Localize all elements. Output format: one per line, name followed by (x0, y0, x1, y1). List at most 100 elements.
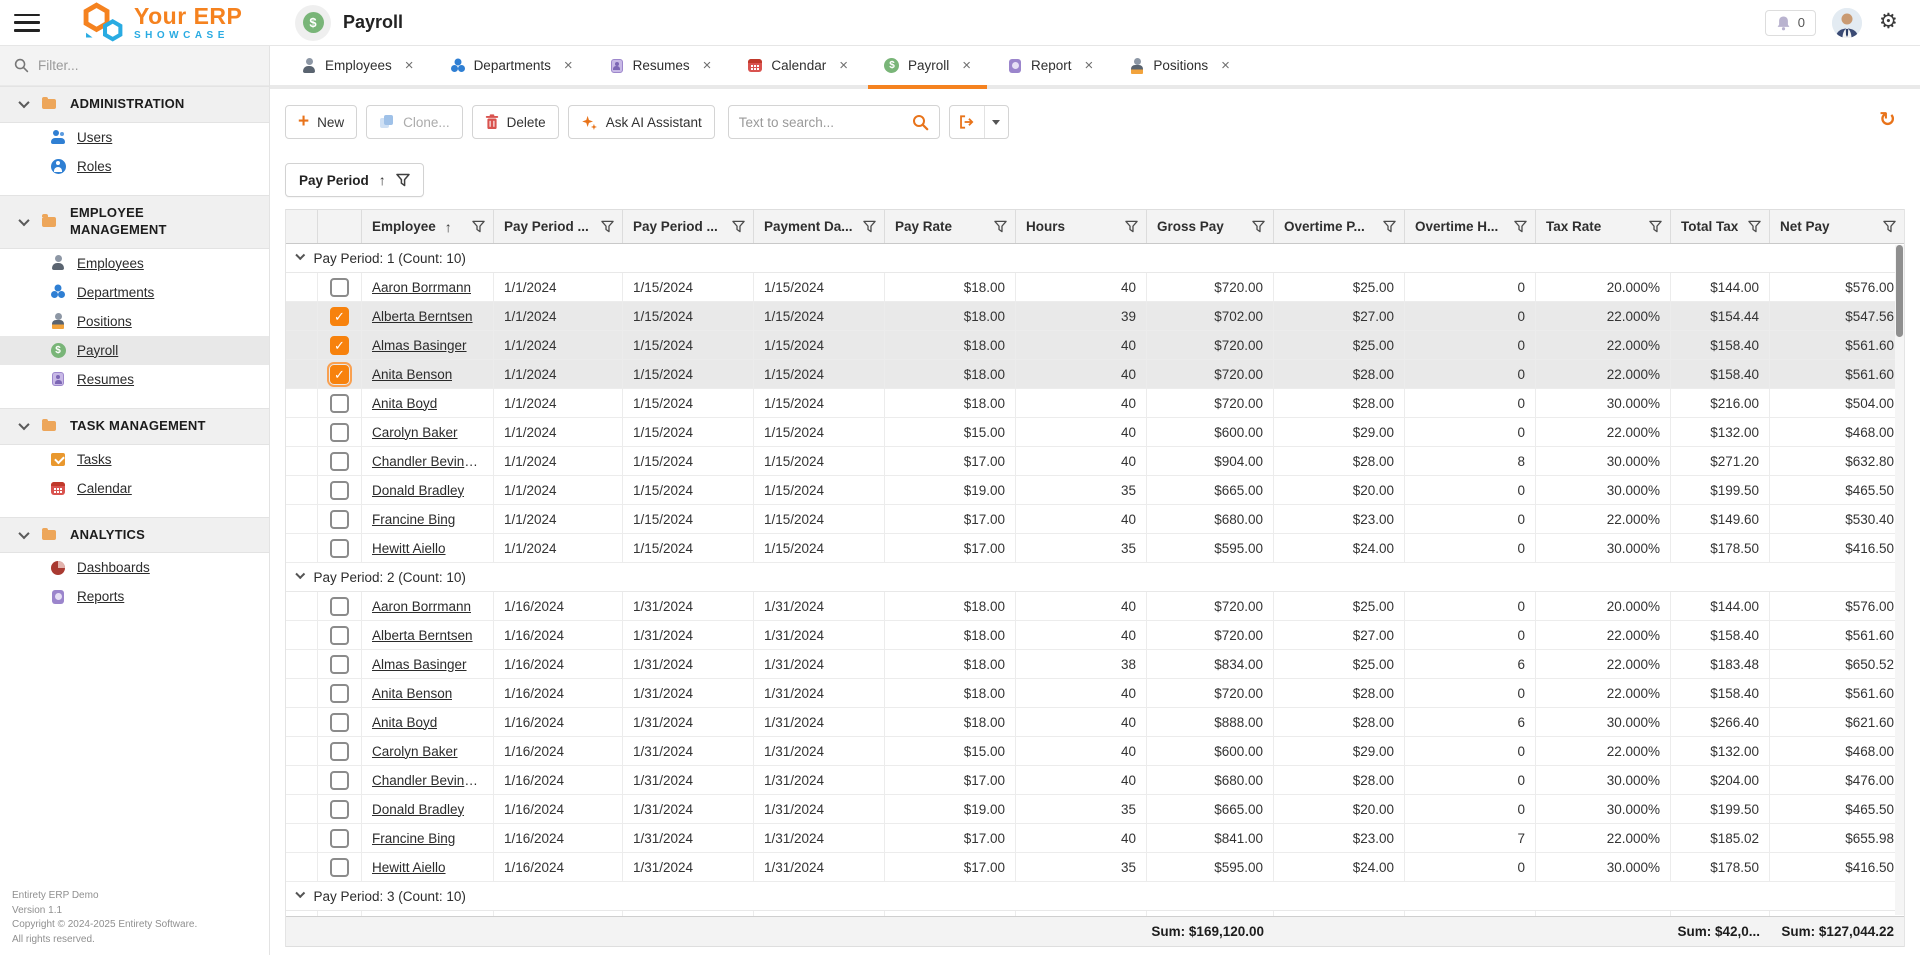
tab-close-icon[interactable] (703, 58, 712, 73)
table-row[interactable]: Francine Bing1/16/20241/31/20241/31/2024… (286, 824, 1904, 853)
filter-icon[interactable] (1514, 220, 1527, 233)
search-button[interactable] (903, 106, 939, 138)
employee-link[interactable]: Almas Basinger (372, 657, 467, 672)
column-header-net-pay[interactable]: Net Pay (1770, 210, 1904, 243)
row-checkbox[interactable] (330, 626, 349, 645)
gear-icon[interactable] (1878, 10, 1904, 36)
refresh-button[interactable] (1875, 107, 1905, 137)
table-row[interactable]: Almas Basinger1/1/20241/15/20241/15/2024… (286, 331, 1904, 360)
column-header-hours[interactable]: Hours (1016, 210, 1147, 243)
employee-link[interactable]: Anita Boyd (372, 396, 437, 411)
tab-employees[interactable]: Employees (285, 46, 430, 85)
sidebar-item-dashboards[interactable]: Dashboards (0, 553, 269, 582)
column-header-tax-rate[interactable]: Tax Rate (1536, 210, 1671, 243)
row-checkbox[interactable] (330, 336, 349, 355)
group-chip-pay-period[interactable]: Pay Period (285, 163, 424, 197)
user-avatar[interactable] (1832, 8, 1862, 38)
column-header-pay-rate[interactable]: Pay Rate (885, 210, 1016, 243)
row-checkbox[interactable] (330, 771, 349, 790)
column-header-pay-period[interactable]: Pay Period ... (494, 210, 623, 243)
row-checkbox[interactable] (330, 452, 349, 471)
table-row[interactable]: Hewitt Aiello1/16/20241/31/20241/31/2024… (286, 853, 1904, 882)
table-row[interactable]: Carolyn Baker1/1/20241/15/20241/15/2024$… (286, 418, 1904, 447)
sidebar-section-administration[interactable]: ADMINISTRATION (0, 86, 269, 123)
filter-icon[interactable] (1383, 220, 1396, 233)
row-checkbox[interactable] (330, 539, 349, 558)
table-row[interactable]: Donald Bradley1/16/20241/31/20241/31/202… (286, 795, 1904, 824)
filter-icon[interactable] (472, 220, 485, 233)
row-checkbox[interactable] (330, 655, 349, 674)
sidebar-section-task-management[interactable]: TASK MANAGEMENT (0, 408, 269, 445)
tab-close-icon[interactable] (839, 58, 848, 73)
tab-departments[interactable]: Departments (434, 46, 589, 85)
group-row-pay-period-1-count-10[interactable]: Pay Period: 1 (Count: 10) (286, 244, 1904, 273)
export-button[interactable] (950, 106, 984, 138)
employee-link[interactable]: Francine Bing (372, 831, 455, 846)
new-button[interactable]: New (285, 105, 357, 139)
filter-icon[interactable] (994, 220, 1007, 233)
filter-icon[interactable] (1649, 220, 1662, 233)
sidebar-item-tasks[interactable]: Tasks (0, 445, 269, 474)
employee-link[interactable]: Aaron Borrmann (372, 280, 471, 295)
ask-ai-assistant-button[interactable]: Ask AI Assistant (568, 105, 715, 139)
tab-positions[interactable]: Positions (1113, 46, 1246, 85)
table-row[interactable]: Alberta Berntsen1/1/20241/15/20241/15/20… (286, 302, 1904, 331)
row-checkbox[interactable] (330, 800, 349, 819)
sidebar-item-roles[interactable]: Roles (0, 152, 269, 181)
table-row[interactable]: Chandler Bevingt...1/16/20241/31/20241/3… (286, 766, 1904, 795)
scrollbar-thumb[interactable] (1896, 245, 1903, 337)
employee-link[interactable]: Chandler Bevingt... (372, 773, 483, 788)
filter-icon[interactable] (1252, 220, 1265, 233)
tab-report[interactable]: Report (991, 46, 1109, 85)
employee-link[interactable]: Carolyn Baker (372, 425, 458, 440)
column-header-payment-da[interactable]: Payment Da... (754, 210, 885, 243)
table-row[interactable]: Almas Basinger1/16/20241/31/20241/31/202… (286, 650, 1904, 679)
row-checkbox[interactable] (330, 307, 349, 326)
table-row[interactable]: Anita Benson1/1/20241/15/20241/15/2024$1… (286, 360, 1904, 389)
row-checkbox[interactable] (330, 394, 349, 413)
table-row[interactable]: Carolyn Baker1/16/20241/31/20241/31/2024… (286, 737, 1904, 766)
row-checkbox[interactable] (330, 684, 349, 703)
employee-link[interactable]: Chandler Bevingt... (372, 454, 483, 469)
sidebar-item-reports[interactable]: Reports (0, 582, 269, 611)
employee-link[interactable]: Carolyn Baker (372, 744, 458, 759)
sidebar-item-calendar[interactable]: Calendar (0, 474, 269, 503)
row-checkbox[interactable] (330, 481, 349, 500)
employee-link[interactable]: Donald Bradley (372, 802, 464, 817)
clone-button[interactable]: Clone... (366, 105, 463, 139)
row-checkbox[interactable] (330, 278, 349, 297)
group-row-pay-period-2-count-10[interactable]: Pay Period: 2 (Count: 10) (286, 563, 1904, 592)
employee-link[interactable]: Aaron Borrmann (372, 599, 471, 614)
employee-link[interactable]: Anita Benson (372, 686, 452, 701)
tab-close-icon[interactable] (405, 58, 414, 73)
tab-close-icon[interactable] (1221, 58, 1230, 73)
column-header-gross-pay[interactable]: Gross Pay (1147, 210, 1274, 243)
hamburger-menu-icon[interactable] (14, 14, 40, 32)
row-checkbox[interactable] (330, 829, 349, 848)
row-checkbox[interactable] (330, 713, 349, 732)
row-checkbox[interactable] (330, 365, 349, 384)
filter-icon[interactable] (863, 220, 876, 233)
row-checkbox[interactable] (330, 510, 349, 529)
row-checkbox[interactable] (330, 858, 349, 877)
filter-icon[interactable] (732, 220, 745, 233)
export-dropdown-button[interactable] (984, 106, 1008, 138)
row-checkbox[interactable] (330, 597, 349, 616)
column-header-employee[interactable]: Employee (362, 210, 494, 243)
delete-button[interactable]: Delete (472, 105, 559, 139)
sidebar-item-users[interactable]: Users (0, 123, 269, 152)
vertical-scrollbar[interactable] (1895, 245, 1904, 915)
table-row[interactable]: Donald Bradley1/1/20241/15/20241/15/2024… (286, 476, 1904, 505)
table-row[interactable]: Hewitt Aiello1/1/20241/15/20241/15/2024$… (286, 534, 1904, 563)
tab-close-icon[interactable] (1085, 58, 1094, 73)
employee-link[interactable]: Almas Basinger (372, 338, 467, 353)
tab-close-icon[interactable] (962, 58, 971, 73)
employee-link[interactable]: Anita Benson (372, 367, 452, 382)
sidebar-section-analytics[interactable]: ANALYTICS (0, 517, 269, 554)
table-row[interactable]: Anita Benson1/16/20241/31/20241/31/2024$… (286, 679, 1904, 708)
tab-resumes[interactable]: Resumes (593, 46, 728, 85)
row-checkbox[interactable] (330, 742, 349, 761)
employee-link[interactable]: Hewitt Aiello (372, 860, 446, 875)
table-row[interactable]: Chandler Bevingt...1/1/20241/15/20241/15… (286, 447, 1904, 476)
filter-icon[interactable] (1883, 220, 1896, 233)
